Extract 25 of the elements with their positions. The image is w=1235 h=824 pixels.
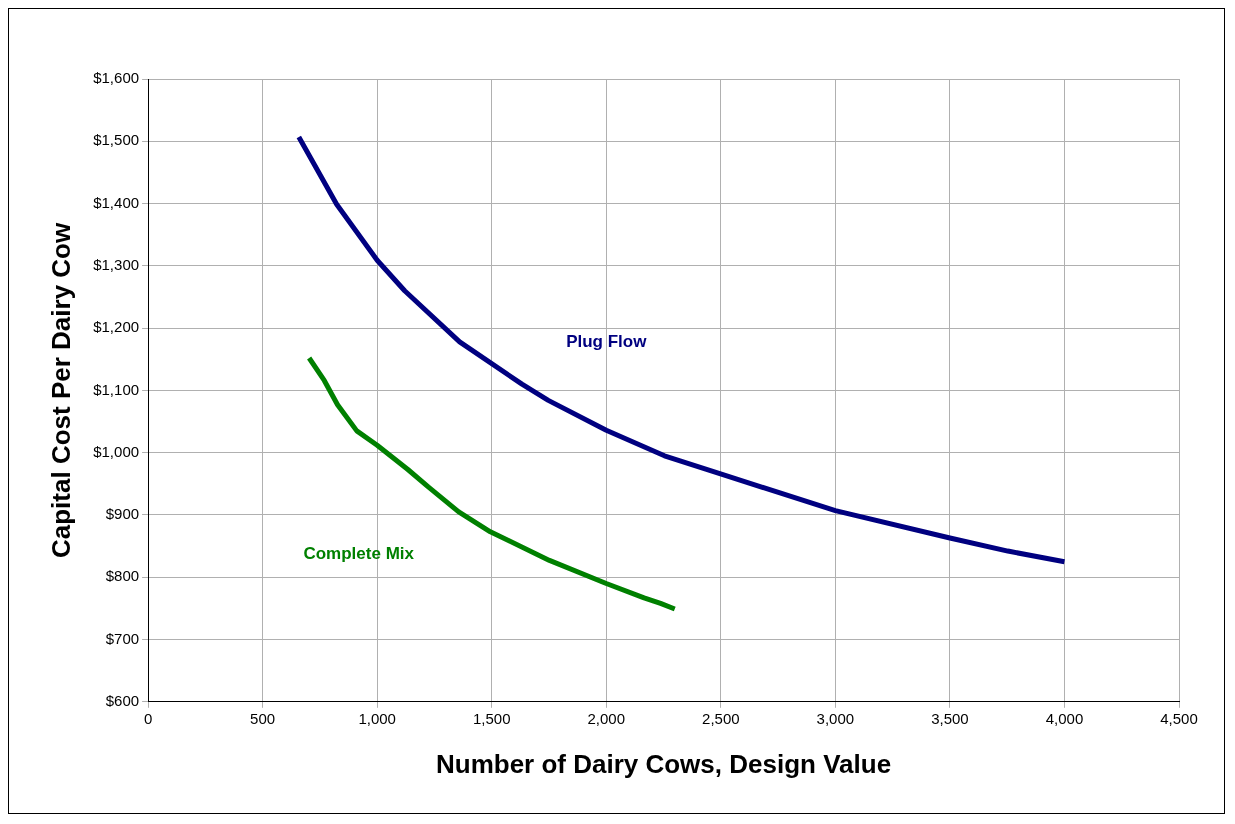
x-tick-label: 0 <box>143 709 153 727</box>
y-tick-label: $600 <box>105 691 140 709</box>
y-tick-label: $700 <box>105 629 140 647</box>
x-tick-label: 3,000 <box>816 709 855 727</box>
text: Plug Flow <box>566 332 647 353</box>
x-tick-label: 4,500 <box>1160 709 1198 727</box>
y-axis-title: Capital Cost Per Dairy Cow <box>45 222 76 558</box>
y-tick-label: $1,200 <box>93 318 140 336</box>
x-tick-label: 4,000 <box>1045 709 1084 727</box>
x-axis-title: Number of Dairy Cows, Design Value <box>435 748 892 779</box>
y-tick-label: $900 <box>105 505 140 523</box>
x-tick-label: 1,000 <box>358 709 396 727</box>
y-tick-label: $1,400 <box>93 193 140 211</box>
x-tick-label: 3,500 <box>931 709 969 727</box>
x-tick-label: 2,000 <box>587 709 626 727</box>
y-tick-label: $1,000 <box>93 442 140 460</box>
text: Complete Mix <box>303 543 414 564</box>
x-tick-label: 2,500 <box>702 709 740 727</box>
y-tick-label: $1,300 <box>93 255 140 273</box>
y-tick-label: $1,500 <box>93 131 140 149</box>
x-tick-label: 500 <box>250 709 276 727</box>
y-tick-label: $1,100 <box>93 380 140 398</box>
y-tick-label: $1,600 <box>93 69 140 87</box>
x-tick-label: 1,500 <box>472 709 511 727</box>
y-tick-label: $800 <box>105 567 140 585</box>
